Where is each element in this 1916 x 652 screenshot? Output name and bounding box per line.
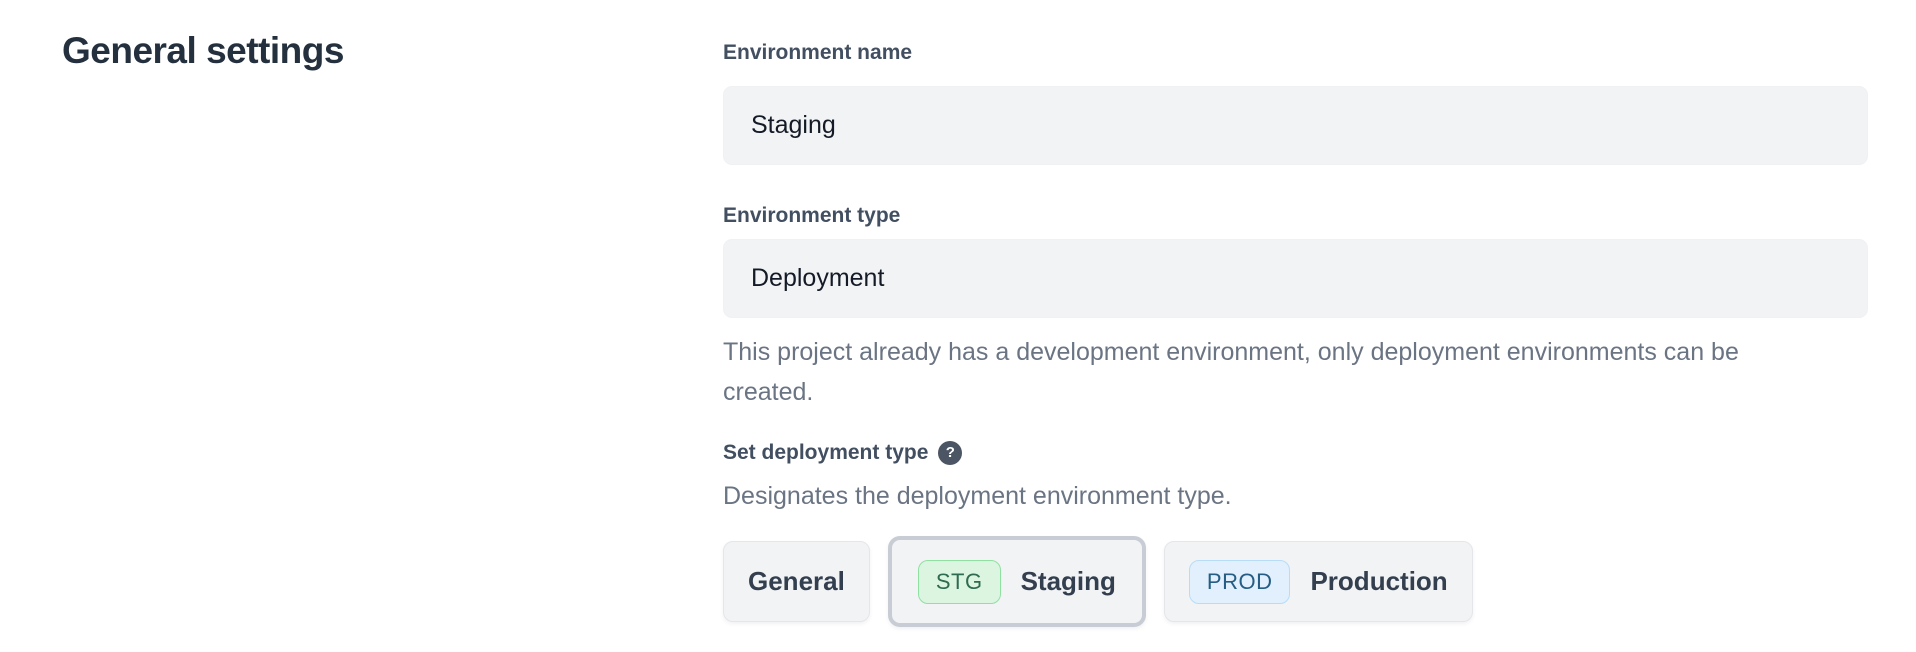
production-badge: PROD — [1188, 559, 1291, 604]
page-title: General settings — [62, 30, 344, 71]
option-label: Staging — [1020, 566, 1116, 596]
environment-name-label: Environment name — [723, 41, 913, 64]
staging-badge: STG — [917, 559, 1001, 604]
environment-type-label: Environment type — [723, 204, 901, 227]
deployment-type-description: Designates the deployment environment ty… — [723, 482, 1232, 510]
set-deployment-type-label: Set deployment type ? — [723, 440, 1868, 466]
environment-type-help-text: This project already has a development e… — [723, 338, 1739, 406]
question-mark-icon[interactable]: ? — [938, 441, 963, 465]
option-label: Production — [1310, 566, 1448, 596]
environment-type-input[interactable] — [723, 239, 1868, 318]
settings-form: Environment name Environment type This p… — [723, 40, 1868, 627]
option-label: General — [748, 566, 845, 596]
deployment-type-option-production[interactable]: PROD Production — [1163, 541, 1473, 622]
deployment-type-options: General STG Staging PROD Production — [723, 536, 1868, 627]
deployment-type-option-staging[interactable]: STG Staging — [887, 536, 1146, 627]
deployment-type-option-general[interactable]: General — [723, 541, 870, 622]
environment-name-input[interactable] — [723, 86, 1868, 165]
